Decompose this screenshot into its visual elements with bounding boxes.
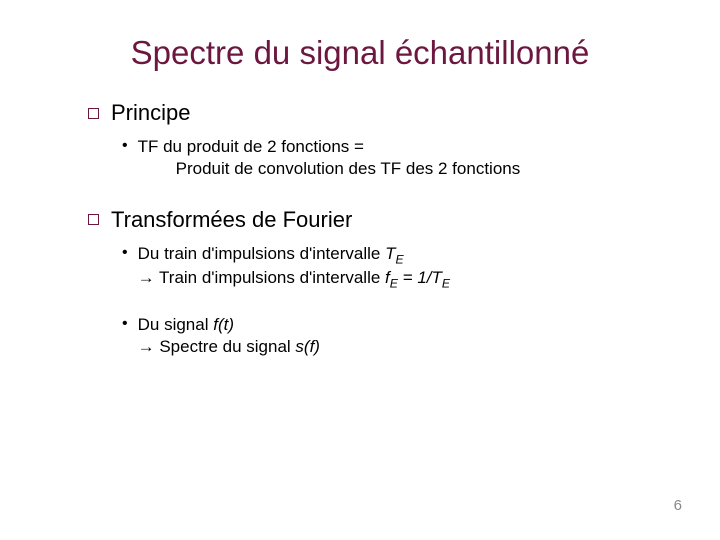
section-transformees: Transformées de Fourier • Du train d'imp…: [60, 207, 660, 359]
item-line: • Du signal f(t) → Spectre du signal s(f…: [122, 314, 660, 359]
text: Du train d'impulsions d'intervalle: [138, 244, 385, 263]
list-item: • TF du produit de 2 fonctions = Produit…: [88, 136, 660, 181]
list-item: • Du signal f(t) → Spectre du signal s(f…: [88, 314, 660, 359]
arrow-icon: →: [138, 337, 155, 356]
subscript: E: [395, 252, 403, 266]
item-text: TF du produit de 2 fonctions = Produit d…: [138, 136, 521, 181]
section-principe: Principe • TF du produit de 2 fonctions …: [60, 100, 660, 181]
list-item: • Du train d'impulsions d'intervalle TE …: [88, 243, 660, 292]
subscript: E: [390, 277, 398, 291]
item-line: • Du train d'impulsions d'intervalle TE …: [122, 243, 660, 292]
text: TF du produit de 2 fonctions =: [138, 137, 364, 156]
square-bullet-icon: [88, 108, 99, 119]
item-line: • TF du produit de 2 fonctions = Produit…: [122, 136, 660, 181]
dot-bullet-icon: •: [122, 136, 128, 157]
text: Train d'impulsions d'intervalle: [155, 268, 385, 287]
square-bullet-icon: [88, 214, 99, 225]
section-head: Principe: [88, 100, 660, 126]
section-label: Transformées de Fourier: [111, 207, 352, 233]
var: T: [432, 268, 442, 287]
item-text: Du train d'impulsions d'intervalle TE → …: [138, 243, 450, 292]
var: T: [385, 244, 395, 263]
dot-bullet-icon: •: [122, 243, 128, 264]
arrow-icon: →: [138, 268, 155, 287]
section-head: Transformées de Fourier: [88, 207, 660, 233]
var: f(t): [213, 315, 234, 334]
text: Du signal: [138, 315, 214, 334]
subscript: E: [442, 277, 450, 291]
page-title: Spectre du signal échantillonné: [60, 34, 660, 72]
text: = 1/: [398, 268, 432, 287]
item-text: Du signal f(t) → Spectre du signal s(f): [138, 314, 320, 359]
slide: Spectre du signal échantillonné Principe…: [0, 0, 720, 540]
var: s(f): [295, 337, 320, 356]
text: Spectre du signal: [155, 337, 296, 356]
dot-bullet-icon: •: [122, 314, 128, 335]
section-label: Principe: [111, 100, 190, 126]
text: Produit de convolution des TF des 2 fonc…: [138, 158, 521, 180]
page-number: 6: [674, 497, 682, 514]
